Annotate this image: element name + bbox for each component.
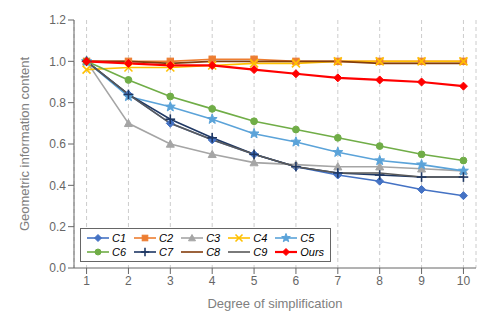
svg-text:0.0: 0.0 — [49, 261, 66, 275]
svg-text:0.8: 0.8 — [49, 96, 66, 110]
svg-text:0.6: 0.6 — [49, 137, 66, 151]
svg-text:2: 2 — [125, 274, 132, 288]
html-text:C5: C5 — [300, 232, 315, 244]
svg-text:0.2: 0.2 — [49, 220, 66, 234]
svg-text:3: 3 — [167, 274, 174, 288]
html-text:C2: C2 — [159, 232, 174, 244]
svg-text:6: 6 — [293, 274, 300, 288]
svg-text:Degree of simplification: Degree of simplification — [207, 296, 342, 311]
svg-text:5: 5 — [251, 274, 258, 288]
svg-text:7: 7 — [334, 274, 341, 288]
svg-text:1.2: 1.2 — [49, 13, 66, 27]
svg-text:1.0: 1.0 — [49, 55, 66, 69]
svg-text:8: 8 — [376, 274, 383, 288]
html-text:C7: C7 — [159, 246, 174, 258]
svg-text:0.4: 0.4 — [49, 179, 66, 193]
html-text:C6: C6 — [112, 246, 127, 258]
html-text:C4: C4 — [253, 232, 268, 244]
svg-text:4: 4 — [209, 274, 216, 288]
html-text:C3: C3 — [206, 232, 221, 244]
svg-text:10: 10 — [457, 274, 471, 288]
svg-text:9: 9 — [418, 274, 425, 288]
html-text:C8: C8 — [206, 246, 221, 258]
html-text:C9: C9 — [253, 246, 268, 258]
html-text:C1: C1 — [112, 232, 127, 244]
svg-text:Geometric information content: Geometric information content — [17, 57, 32, 232]
html-text:Ours: Ours — [300, 246, 325, 258]
svg-text:1: 1 — [83, 274, 90, 288]
